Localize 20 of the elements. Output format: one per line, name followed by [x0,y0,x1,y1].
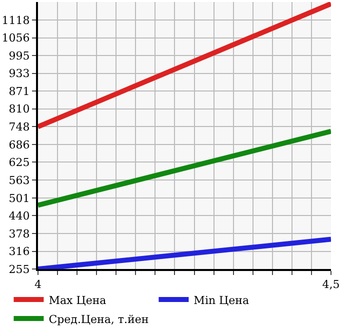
y-tick-label: 378 [8,227,30,240]
y-tick-label: 933 [8,67,30,80]
y-tick-label: 1056 [2,32,30,45]
x-tick-label: 4,5 [322,278,340,292]
y-tick-label: 1118 [2,14,30,27]
y-tick-label: 625 [8,156,30,170]
legend-label: Сред.Цена, т.йен [48,312,149,326]
y-tick-label: 563 [8,174,30,187]
y-tick-label: 501 [8,192,30,205]
y-tick-label: 316 [8,245,30,258]
y-tick-label: 748 [8,120,30,134]
y-tick-label: 995 [8,49,30,62]
y-tick-label: 686 [8,138,30,152]
y-tick-label: 810 [8,102,30,116]
legend-label: Min Цена [194,294,250,307]
x-tick-label: 4 [34,278,42,292]
y-tick-label: 871 [8,85,30,98]
y-tick-label: 255 [8,262,30,276]
y-tick-label: 440 [8,209,30,222]
legend-label: Max Цена [48,294,107,307]
